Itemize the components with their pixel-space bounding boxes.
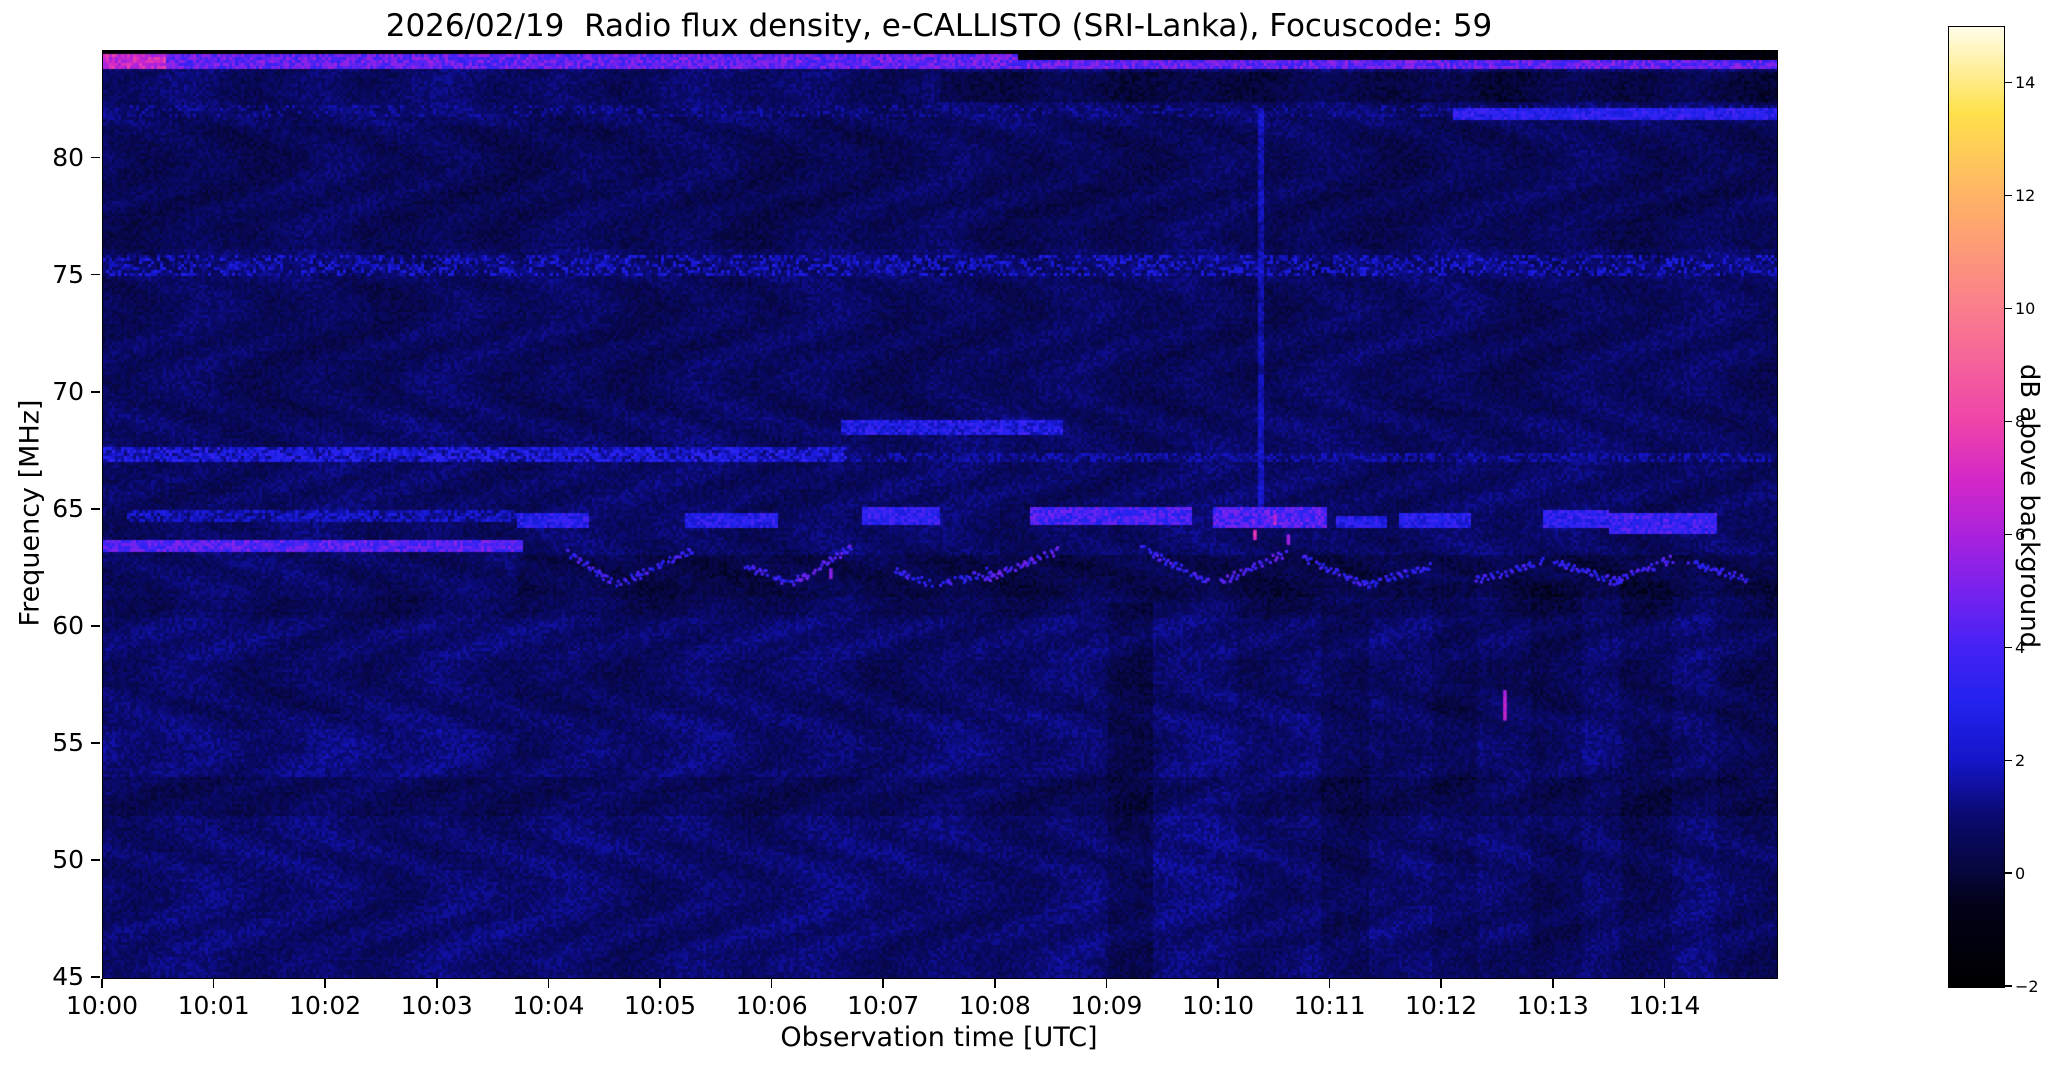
x-tick-mark xyxy=(1440,979,1442,988)
colorbar-tick-mark xyxy=(2005,308,2012,309)
colorbar-tick-label: −2 xyxy=(2015,977,2039,996)
x-tick-label: 10:04 xyxy=(488,991,608,1020)
spectrogram-canvas xyxy=(103,51,1777,978)
colorbar-tick-mark xyxy=(2005,760,2012,761)
y-tick-mark xyxy=(91,625,100,627)
colorbar-tick-label: 12 xyxy=(2015,186,2035,205)
x-tick-mark xyxy=(1106,979,1108,988)
colorbar-tick-mark xyxy=(2005,421,2012,422)
y-tick-mark xyxy=(91,742,100,744)
colorbar-tick-mark xyxy=(2005,534,2012,535)
y-tick-label: 75 xyxy=(24,260,84,289)
colorbar-label: dB above background xyxy=(2014,364,2044,648)
x-tick-label: 10:08 xyxy=(935,991,1055,1020)
y-tick-mark xyxy=(91,274,100,276)
colorbar-tick-label: 2 xyxy=(2015,751,2025,770)
x-tick-label: 10:06 xyxy=(712,991,832,1020)
x-tick-mark xyxy=(994,979,996,988)
colorbar-tick-label: 0 xyxy=(2015,864,2025,883)
x-tick-label: 10:00 xyxy=(42,991,162,1020)
colorbar-tick-mark xyxy=(2005,82,2012,83)
x-tick-label: 10:12 xyxy=(1381,991,1501,1020)
y-tick-mark xyxy=(91,157,100,159)
x-tick-mark xyxy=(548,979,550,988)
x-tick-label: 10:10 xyxy=(1158,991,1278,1020)
x-tick-mark xyxy=(436,979,438,988)
x-tick-mark xyxy=(101,979,103,988)
x-tick-mark xyxy=(659,979,661,988)
colorbar-tick-mark xyxy=(2005,872,2012,873)
plot-area xyxy=(102,50,1778,979)
x-tick-mark xyxy=(324,979,326,988)
colorbar-tick-mark xyxy=(2005,647,2012,648)
y-tick-label: 50 xyxy=(24,845,84,874)
y-tick-label: 45 xyxy=(24,962,84,991)
x-axis-label: Observation time [UTC] xyxy=(780,1022,1097,1053)
x-tick-mark xyxy=(1329,979,1331,988)
colorbar-tick-label: 10 xyxy=(2015,299,2035,318)
colorbar-gradient xyxy=(1949,27,2004,987)
x-tick-label: 10:07 xyxy=(823,991,943,1020)
y-tick-label: 55 xyxy=(24,728,84,757)
x-tick-label: 10:14 xyxy=(1604,991,1724,1020)
y-tick-label: 80 xyxy=(24,143,84,172)
y-tick-label: 65 xyxy=(24,494,84,523)
colorbar-tick-label: 14 xyxy=(2015,73,2035,92)
x-tick-mark xyxy=(1552,979,1554,988)
y-tick-label: 60 xyxy=(24,611,84,640)
colorbar xyxy=(1948,26,2005,988)
x-tick-mark xyxy=(771,979,773,988)
x-tick-label: 10:09 xyxy=(1046,991,1166,1020)
colorbar-tick-mark xyxy=(2005,985,2012,986)
x-tick-label: 10:01 xyxy=(154,991,274,1020)
y-tick-label: 70 xyxy=(24,377,84,406)
x-tick-label: 10:13 xyxy=(1493,991,1613,1020)
x-tick-label: 10:05 xyxy=(600,991,720,1020)
x-tick-label: 10:03 xyxy=(377,991,497,1020)
x-tick-mark xyxy=(1217,979,1219,988)
x-tick-mark xyxy=(1664,979,1666,988)
x-tick-mark xyxy=(213,979,215,988)
chart-title: 2026/02/19 Radio flux density, e-CALLIST… xyxy=(102,8,1776,44)
spectrogram-figure: 2026/02/19 Radio flux density, e-CALLIST… xyxy=(0,0,2047,1067)
x-tick-label: 10:11 xyxy=(1270,991,1390,1020)
colorbar-tick-mark xyxy=(2005,195,2012,196)
y-tick-mark xyxy=(91,976,100,978)
y-tick-mark xyxy=(91,859,100,861)
x-tick-label: 10:02 xyxy=(265,991,385,1020)
x-tick-mark xyxy=(882,979,884,988)
y-tick-mark xyxy=(91,391,100,393)
y-tick-mark xyxy=(91,508,100,510)
